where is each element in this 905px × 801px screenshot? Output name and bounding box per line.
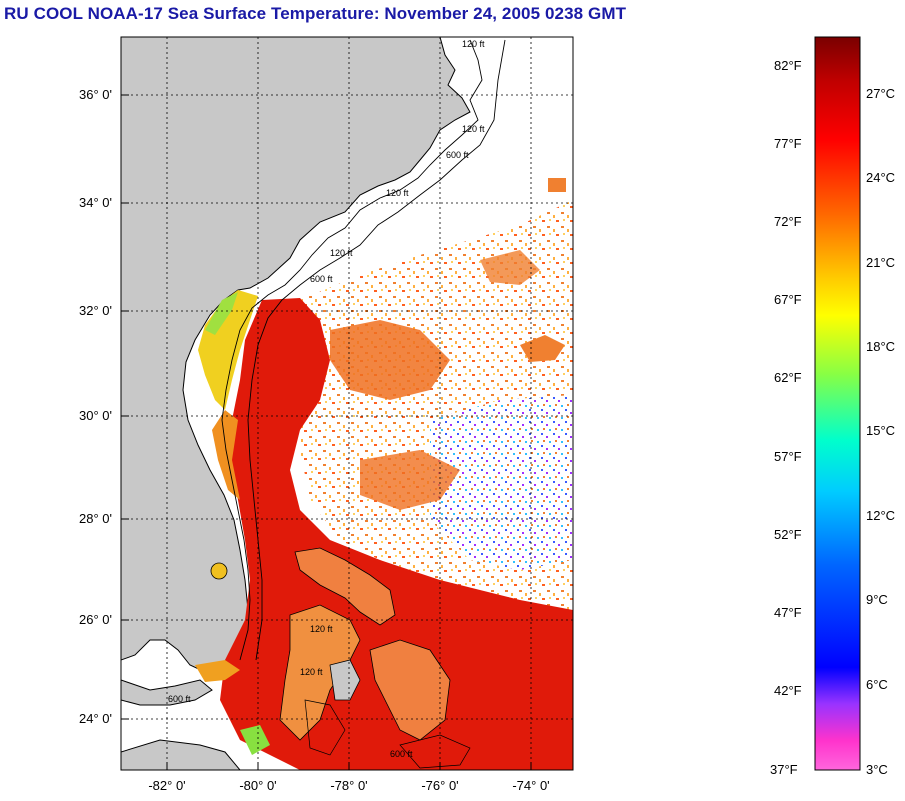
orange-patch-3	[480, 250, 540, 285]
colorbar-f-label: 62°F	[774, 370, 802, 385]
coastal-green-band	[205, 292, 238, 335]
colorbar-f-label: 52°F	[774, 527, 802, 542]
colorbar-c-label: 27°C	[866, 86, 896, 101]
lake-okeechobee	[210, 562, 228, 580]
contour-labels: 120 ft 120 ft 600 ft 120 ft 120 ft 600 f…	[168, 39, 485, 759]
lat-label: 34° 0'	[79, 195, 112, 210]
graticule	[121, 37, 573, 770]
contour-label: 600 ft	[168, 694, 191, 704]
contour-label: 600 ft	[390, 749, 413, 759]
cuba-coast	[121, 739, 241, 770]
colorbar-c-label: 18°C	[866, 339, 896, 354]
contour-label: 120 ft	[310, 624, 333, 634]
axis-ticks	[121, 94, 532, 770]
lat-label: 24° 0'	[79, 711, 112, 726]
colorbar-c-label: 9°C	[866, 592, 888, 607]
contour-bank-outline	[304, 699, 471, 769]
colorbar-c-label: 21°C	[866, 255, 896, 270]
colorbar-c-label: 12°C	[866, 508, 896, 523]
lat-label: 36° 0'	[79, 87, 112, 102]
colorbar	[814, 36, 861, 771]
florida-keys	[121, 679, 213, 706]
colorbar-f-label: 67°F	[774, 292, 802, 307]
lat-label: 28° 0'	[79, 511, 112, 526]
colorbar-f-label: 82°F	[774, 58, 802, 73]
cool-speckle-area	[430, 395, 573, 570]
colorbar-c-label: 3°C	[866, 762, 888, 777]
map-title: RU COOL NOAA-17 Sea Surface Temperature:…	[4, 4, 627, 23]
colorbar-c-label: 6°C	[866, 677, 888, 692]
colorbar-c-label: 24°C	[866, 170, 896, 185]
lat-label: 30° 0'	[79, 408, 112, 423]
colorbar-f-label: 37°F	[770, 762, 798, 777]
lon-label: -74° 0'	[512, 778, 550, 793]
plot-frame	[120, 36, 574, 771]
florida-bay-warm	[195, 660, 240, 682]
lat-label: 26° 0'	[79, 612, 112, 627]
contour-label: 120 ft	[386, 188, 409, 198]
colorbar-f-label: 42°F	[774, 683, 802, 698]
contour-600ft	[247, 39, 506, 661]
colorbar-f-label: 77°F	[774, 136, 802, 151]
contour-120ft	[221, 39, 483, 661]
contour-label: 600 ft	[310, 274, 333, 284]
orange-patch-2	[360, 450, 460, 510]
lon-label: -82° 0'	[148, 778, 186, 793]
lon-label: -76° 0'	[421, 778, 459, 793]
orange-patch-4	[548, 178, 566, 192]
bank-green-edge	[240, 725, 270, 755]
lon-label: -80° 0'	[239, 778, 277, 793]
contour-label: 600 ft	[446, 150, 469, 160]
contour-label: 120 ft	[462, 39, 485, 49]
andros-island	[329, 659, 361, 701]
bahamas-bank-3	[369, 639, 451, 741]
colorbar-f-label: 47°F	[774, 605, 802, 620]
contour-label: 120 ft	[462, 124, 485, 134]
colorbar-f-label: 72°F	[774, 214, 802, 229]
bahamas-bank-2	[279, 604, 361, 741]
orange-patch-5	[520, 335, 565, 362]
coastal-orange-band	[212, 410, 240, 500]
lat-label: 32° 0'	[79, 303, 112, 318]
colorbar-c-label: 15°C	[866, 423, 896, 438]
contour-label: 120 ft	[330, 248, 353, 258]
contour-label: 120 ft	[300, 667, 323, 677]
colorbar-f-label: 57°F	[774, 449, 802, 464]
lon-label: -78° 0'	[330, 778, 368, 793]
orange-patch-1	[330, 320, 450, 400]
